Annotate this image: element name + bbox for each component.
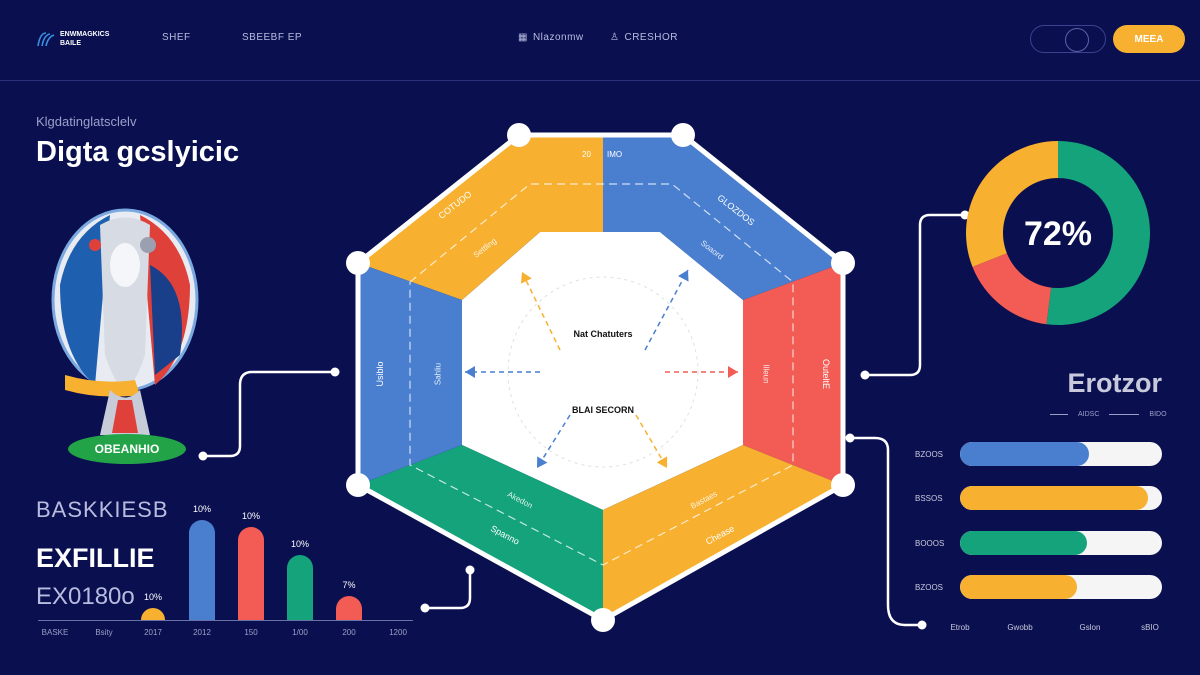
toggle-knob <box>1065 28 1089 52</box>
arrow-line <box>536 414 571 469</box>
progress-bar <box>960 575 1162 599</box>
progress-label: BZOOS <box>915 583 944 592</box>
segment-label-inner: Sahliu <box>433 362 443 386</box>
stat-line-2: EXFILLIE <box>36 543 155 573</box>
progress-fill <box>960 486 1148 510</box>
stat-line-3: EX0180o <box>36 583 135 610</box>
progress-label: BZOOS <box>915 450 944 459</box>
progress-title: Erotzor <box>1067 368 1163 398</box>
progress-fill <box>960 531 1088 555</box>
stat-line-1: BASKKIESB <box>36 497 169 522</box>
arrow-line <box>635 414 668 469</box>
arrow-head-icon <box>677 270 689 282</box>
user-icon: ♙ <box>610 32 620 43</box>
logo[interactable]: ENWMAGKICS BAILE <box>36 30 109 48</box>
progress-axis-label: Gslon <box>1079 623 1101 632</box>
nav-link-grid[interactable]: ▦ Nlazonmw <box>518 32 584 43</box>
progress-legend: AIDSC BIDO <box>1050 411 1167 418</box>
diagram-dashed-guide <box>409 183 794 566</box>
diagram-segment[interactable] <box>358 445 603 620</box>
theme-toggle[interactable] <box>1030 25 1106 53</box>
diagram-node[interactable] <box>591 608 615 632</box>
diagram-segment[interactable] <box>743 263 843 485</box>
progress-bar <box>960 486 1162 510</box>
arrow-head-icon <box>520 272 532 284</box>
diagram-outline <box>355 132 846 623</box>
progress-axis-label: Etrob <box>950 623 970 632</box>
nav-link-label: Nlazonmw <box>532 32 584 43</box>
progress-bar <box>960 531 1162 555</box>
nav-item-2[interactable]: SBEEBF EP <box>242 32 303 43</box>
diagram-center <box>462 232 743 510</box>
donut-slice <box>966 141 1058 267</box>
progress-axis-label: Gwobb <box>1007 623 1033 632</box>
diagram-node[interactable] <box>671 123 695 147</box>
progress-bar <box>960 442 1162 466</box>
progress-label: BOOOS <box>915 539 945 548</box>
diagram-segment[interactable] <box>603 445 843 620</box>
legend-item: BIDO <box>1149 411 1167 418</box>
logo-subtext: BAILE <box>60 40 81 47</box>
segment-label-outer: Usiblo <box>375 361 385 387</box>
segment-label-outer: OuteltE <box>821 358 831 390</box>
hero-subtitle: Klgdatinglatsclelv <box>36 114 137 129</box>
progress-fill <box>960 442 1090 466</box>
diagram-segment[interactable] <box>603 135 843 300</box>
diagram-node[interactable] <box>831 473 855 497</box>
donut-chart <box>966 141 1150 325</box>
segment-label-top: IMO <box>607 150 623 159</box>
donut-slice <box>972 253 1052 325</box>
nav-link-user[interactable]: ♙ CRESHOR <box>610 32 678 43</box>
diagram-node[interactable] <box>831 251 855 275</box>
center-guide-circle <box>507 276 699 468</box>
trophy-badge: OBEANHIO <box>68 434 186 464</box>
diagram-center-top: Nat Chatuters <box>573 329 633 339</box>
logo-text: ENWMAGKICS <box>60 31 110 38</box>
logo-icon <box>37 32 55 47</box>
donut-center-label: 72% <box>1023 215 1093 253</box>
diagram-node[interactable] <box>507 123 531 147</box>
cta-button[interactable]: MEEA <box>1113 25 1185 53</box>
arrow-head-icon <box>537 456 548 468</box>
arrow-head-icon <box>465 366 475 378</box>
arrow-line <box>521 271 561 351</box>
arrow-line <box>644 269 689 351</box>
diagram-segment[interactable] <box>358 135 603 300</box>
header-divider <box>0 80 1200 81</box>
segment-label-top: 20 <box>582 150 591 159</box>
arrow-head-icon <box>728 366 738 378</box>
nav-link-label: CRESHOR <box>624 32 678 43</box>
diagram-center-bottom: BLAI SECORN <box>571 405 635 415</box>
donut-slice <box>1046 141 1150 325</box>
progress-label: BSSOS <box>915 494 943 503</box>
segment-label-inner: Illeun <box>761 364 771 384</box>
nav-item-1[interactable]: SHEF <box>162 32 191 43</box>
page-title: Digta gcslyicic <box>36 136 240 168</box>
diagram-node[interactable] <box>346 251 370 275</box>
progress-axis-label: sBIO <box>1141 623 1159 632</box>
legend-item: AIDSC <box>1078 411 1100 418</box>
progress-fill <box>960 575 1078 599</box>
grid-icon: ▦ <box>518 32 528 43</box>
arrow-head-icon <box>656 456 668 468</box>
diagram-node[interactable] <box>346 473 370 497</box>
trophy-illustration <box>51 208 199 435</box>
